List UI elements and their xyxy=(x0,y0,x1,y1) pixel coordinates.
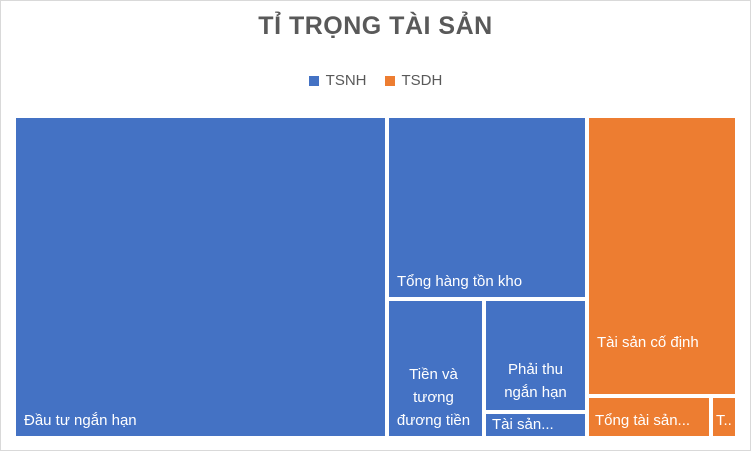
legend-item-tsdh: TSDH xyxy=(384,72,443,89)
legend-label-tsnh: TSNH xyxy=(325,72,367,89)
legend-swatch-tsdh xyxy=(384,75,395,86)
tile-tong-hang-ton-kho: Tổng hàng tồn kho xyxy=(387,116,587,299)
tile-tien-va-tuong-duong-tien: Tiền và tương đương tiền xyxy=(387,299,484,438)
tile-tai-san-co-dinh: Tài sản cố định xyxy=(587,116,737,396)
tile-dai-han-nho: T... xyxy=(711,396,737,438)
tile-label: T... xyxy=(716,412,731,429)
tile-label: Tổng tài sản... xyxy=(595,412,691,429)
tile-label: Tài sản... xyxy=(492,416,554,433)
tile-dau-tu-ngan-han: Đầu tư ngắn hạn xyxy=(14,116,387,438)
tile-tai-san-ngan-han-khac: Tài sản... xyxy=(484,412,587,438)
tile-label: Tiền và tương đương tiền xyxy=(396,366,471,429)
tile-tong-tai-san-dai-han-khac: Tổng tài sản... xyxy=(587,396,711,438)
legend-swatch-tsnh xyxy=(308,75,319,86)
chart-title: TỈ TRỌNG TÀI SẢN xyxy=(258,12,493,40)
tile-label: Đầu tư ngắn hạn xyxy=(24,412,137,429)
tile-label: Phải thu ngắn hạn xyxy=(504,361,567,401)
legend-label-tsdh: TSDH xyxy=(401,72,443,89)
tile-label: Tổng hàng tồn kho xyxy=(397,273,523,290)
legend-item-tsnh: TSNH xyxy=(308,72,367,89)
tile-label: Tài sản cố định xyxy=(597,334,699,351)
tile-phai-thu-ngan-han: Phải thu ngắn hạn xyxy=(484,299,587,412)
legend: TSNH TSDH xyxy=(0,72,751,89)
treemap-plot: Đầu tư ngắn hạn Tổng hàng tồn kho Tiền và … xyxy=(14,116,737,438)
